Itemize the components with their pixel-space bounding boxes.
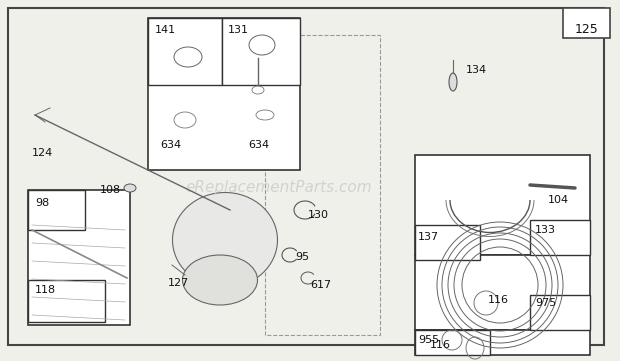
Text: 634: 634	[160, 140, 181, 150]
Text: 975: 975	[535, 298, 556, 308]
Bar	[222, 18, 300, 85]
Text: 116: 116	[430, 340, 451, 350]
Bar	[148, 18, 222, 85]
Bar	[415, 255, 590, 330]
Bar	[415, 330, 490, 355]
Text: 131: 131	[228, 25, 249, 35]
Text: 134: 134	[466, 65, 487, 75]
Bar	[28, 190, 85, 230]
Bar	[415, 330, 590, 355]
Bar	[28, 280, 105, 322]
Text: 118: 118	[35, 285, 56, 295]
Text: eReplacementParts.com: eReplacementParts.com	[185, 180, 373, 195]
Text: 133: 133	[535, 225, 556, 235]
Bar	[148, 18, 300, 170]
Bar	[530, 220, 590, 255]
Ellipse shape	[172, 192, 278, 287]
Text: 130: 130	[308, 210, 329, 220]
Text: 617: 617	[310, 280, 331, 290]
Text: 125: 125	[575, 23, 599, 36]
Bar	[563, 8, 610, 38]
Text: 955: 955	[418, 335, 439, 345]
Bar	[530, 295, 590, 330]
Text: 108: 108	[100, 185, 121, 195]
Text: 124: 124	[32, 148, 53, 158]
Bar	[28, 190, 130, 325]
Bar	[265, 35, 380, 335]
Text: 137: 137	[418, 232, 439, 242]
Text: 98: 98	[35, 198, 49, 208]
Text: 116: 116	[488, 295, 509, 305]
Ellipse shape	[124, 184, 136, 192]
Text: 95: 95	[295, 252, 309, 262]
Text: 127: 127	[168, 278, 189, 288]
Text: 141: 141	[155, 25, 176, 35]
Text: 104: 104	[548, 195, 569, 205]
Text: 634: 634	[248, 140, 269, 150]
Bar	[415, 155, 590, 255]
Ellipse shape	[182, 255, 257, 305]
Ellipse shape	[449, 73, 457, 91]
Bar	[415, 225, 480, 260]
